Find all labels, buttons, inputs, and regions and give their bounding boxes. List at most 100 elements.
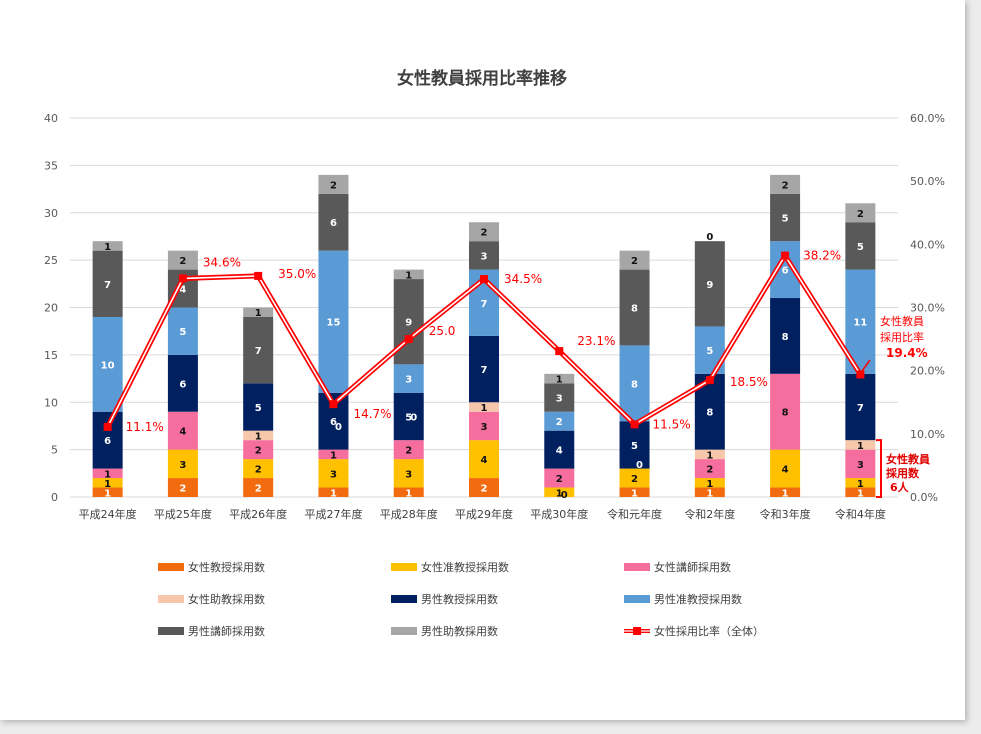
ratio-marker <box>178 274 187 283</box>
bar-segment <box>469 402 499 412</box>
x-tick-label: 平成25年度 <box>154 507 212 521</box>
ratio-marker <box>781 251 790 260</box>
legend-swatch <box>624 563 650 571</box>
legend-item: 男性准教授採用数 <box>624 591 857 607</box>
data-label: 9 <box>706 280 713 291</box>
data-label: 3 <box>179 460 186 471</box>
data-label: 7 <box>255 346 262 357</box>
legend-label: 女性助教採用数 <box>188 593 265 606</box>
bar-segment <box>845 449 876 479</box>
bar-segment <box>243 307 274 317</box>
data-label: 5 <box>782 213 789 224</box>
legend-item: 女性准教授採用数 <box>391 559 624 575</box>
data-label: 5 <box>706 346 713 357</box>
data-label: 1 <box>255 308 262 319</box>
bar-segment <box>318 250 349 393</box>
data-label: 1 <box>706 479 713 490</box>
data-label: 1 <box>104 242 111 253</box>
bar-segment <box>544 383 575 412</box>
x-tick-label: 平成26年度 <box>229 507 287 521</box>
bar-segment <box>167 354 198 412</box>
bar-segment <box>243 383 274 431</box>
bar-segment <box>393 487 424 497</box>
ratio-marker <box>555 347 564 356</box>
bar-segment <box>243 440 274 460</box>
x-tick-label: 平成29年度 <box>455 507 513 521</box>
data-label: 3 <box>857 460 864 471</box>
data-label: 11 <box>853 318 867 329</box>
data-label: 6 <box>330 417 337 428</box>
bar-segment <box>318 459 349 488</box>
data-label: 0 <box>410 412 417 423</box>
bar-segment <box>92 468 123 479</box>
data-label: 2 <box>556 417 563 428</box>
y-tick-label: 40 <box>44 112 58 125</box>
data-label: 4 <box>179 427 186 438</box>
bar-segment <box>393 269 424 280</box>
y-tick-label: 30 <box>44 207 58 220</box>
data-label: 6 <box>104 436 111 447</box>
data-label: 5 <box>857 242 864 253</box>
ratio-label: 19.4% <box>886 346 928 360</box>
y2-tick-label: 30.0% <box>910 302 945 315</box>
ratio-marker <box>254 271 263 280</box>
data-label: 2 <box>179 484 186 495</box>
bar-segment <box>619 487 650 497</box>
chart-legend: 女性教授採用数 女性准教授採用数 女性講師採用数 女性助教採用数 男性教授採用数 男性准教… <box>158 559 858 639</box>
bar-segment <box>243 316 274 384</box>
bar-segment <box>167 411 198 450</box>
ratio-caption: 採用比率 <box>880 330 924 344</box>
bar-segment <box>770 298 801 374</box>
bar-segment <box>167 250 198 270</box>
data-label: 2 <box>782 180 789 191</box>
legend-swatch <box>158 563 184 571</box>
data-label: 5 <box>405 412 412 423</box>
ratio-arrow <box>861 359 871 372</box>
bar-segment <box>694 478 725 488</box>
data-label: 2 <box>330 180 337 191</box>
data-label: 3 <box>330 469 337 480</box>
data-label: 8 <box>782 332 789 343</box>
bar-segment <box>619 250 650 270</box>
ratio-label: 34.6% <box>203 255 241 269</box>
bar-segment <box>92 478 123 488</box>
ratio-label: 23.1% <box>577 334 615 348</box>
data-label: 1 <box>255 431 262 442</box>
bar-segment <box>845 440 876 450</box>
data-label: 1 <box>104 469 111 480</box>
bracket-caption: 6人 <box>890 480 910 494</box>
data-label: 7 <box>481 365 488 376</box>
chart-title: 女性教員採用比率推移 <box>397 68 567 89</box>
data-label: 0 <box>706 232 713 243</box>
ratio-label: 38.2% <box>803 249 841 263</box>
bar-segment <box>469 478 499 497</box>
bar-segment <box>167 478 198 497</box>
bar-segment <box>469 411 499 441</box>
legend-label: 男性准教授採用数 <box>654 593 742 606</box>
bar-segment <box>469 440 499 479</box>
legend-label: 女性教授採用数 <box>188 561 265 574</box>
ratio-marker <box>480 275 488 284</box>
data-label: 6 <box>330 218 337 229</box>
y2-tick-label: 0.0% <box>910 491 938 504</box>
ratio-marker <box>705 376 714 385</box>
bar-segment <box>770 193 801 242</box>
legend-item: 男性講師採用数 <box>158 623 391 639</box>
y-tick-label: 35 <box>44 159 58 172</box>
legend-item: 男性教授採用数 <box>391 591 624 607</box>
data-label: 1 <box>631 488 638 499</box>
data-label: 1 <box>857 441 864 452</box>
legend-item: 女性採用比率（全体） <box>624 623 857 639</box>
legend-swatch <box>391 595 417 603</box>
ratio-marker <box>856 370 865 379</box>
data-label: 4 <box>179 285 186 296</box>
document-page: 女性教員採用比率推移 0 5 10 15 20 25 30 35 40 0.0% 10.0% 20.0%… <box>0 0 965 720</box>
stacked-bar-chart: 女性教員採用比率推移05101520253035400.0%10.0%20.0%… <box>44 68 945 521</box>
bar-segment <box>544 430 575 469</box>
ratio-label: 11.5% <box>653 417 691 431</box>
bar-segment <box>318 193 349 251</box>
y-tick-label: 25 <box>44 254 58 267</box>
y-tick-label: 0 <box>51 491 58 504</box>
data-label: 3 <box>405 375 412 386</box>
bar-segment <box>92 411 123 469</box>
